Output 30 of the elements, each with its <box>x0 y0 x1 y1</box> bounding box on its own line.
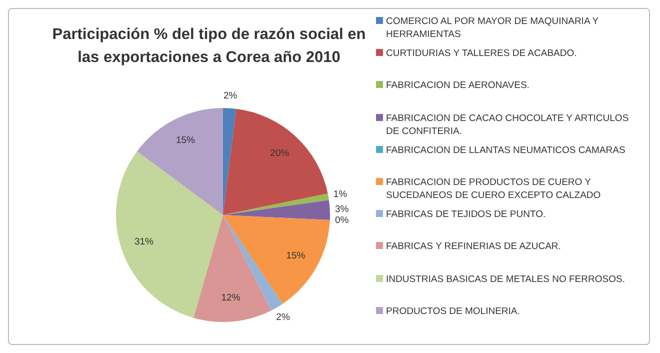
pie-slice <box>223 200 330 220</box>
legend-label: COMERCIO AL POR MAYOR DE MAQUINARIA Y HERRAMIENTAS <box>386 15 600 41</box>
data-label: 15% <box>176 134 196 146</box>
pie-slice <box>223 215 283 311</box>
text: Participación % del tipo de razón social en las exportaciones a Corea año 2010 <box>51 25 367 68</box>
data-label: 15% <box>286 250 306 262</box>
legend-label: FABRICACION DE PRODUCTOS DE CUERO Y SUCEDANEOS DE CUERO EXCEPTO CALZADO <box>386 176 602 202</box>
pie-slice <box>223 215 330 304</box>
legend-label: FABRICACION DE AERONAVES. <box>386 79 530 92</box>
legend-label: FABRICACION DE CACAO CHOCOLATE Y ARTICULOS DE CONFITERIA. <box>386 112 630 138</box>
pie-slice <box>193 215 272 322</box>
pie-slice <box>223 194 329 215</box>
data-label: 1% <box>333 189 348 200</box>
pie-slice <box>223 108 236 215</box>
legend-label: FABRICAS DE TEJIDOS DE PUNTO. <box>386 208 546 222</box>
legend-label: CURTIDURIAS Y TALLERES DE ACABADO. <box>386 47 577 60</box>
pie-slice <box>223 108 328 215</box>
data-label: 31% <box>134 236 154 248</box>
legend-label: PRODUCTOS DE MOLINERIA. <box>386 304 520 318</box>
data-label: 3% <box>335 204 350 215</box>
pie-slice <box>116 151 223 318</box>
pie-slice <box>137 108 223 215</box>
data-label: 20% <box>270 148 290 160</box>
data-label: 2% <box>224 90 238 102</box>
legend-label: INDUSTRIAS BASICAS DE METALES NO FERROSOS. <box>386 272 625 286</box>
legend-label: FABRICAS Y REFINERIAS DE AZUCAR. <box>386 240 561 254</box>
text: 0% <box>335 215 349 226</box>
legend-label: FABRICACION DE LLANTAS NEUMATICOS CAMARAS <box>386 144 626 157</box>
data-label: 2% <box>276 312 290 324</box>
data-label: 12% <box>221 292 241 304</box>
